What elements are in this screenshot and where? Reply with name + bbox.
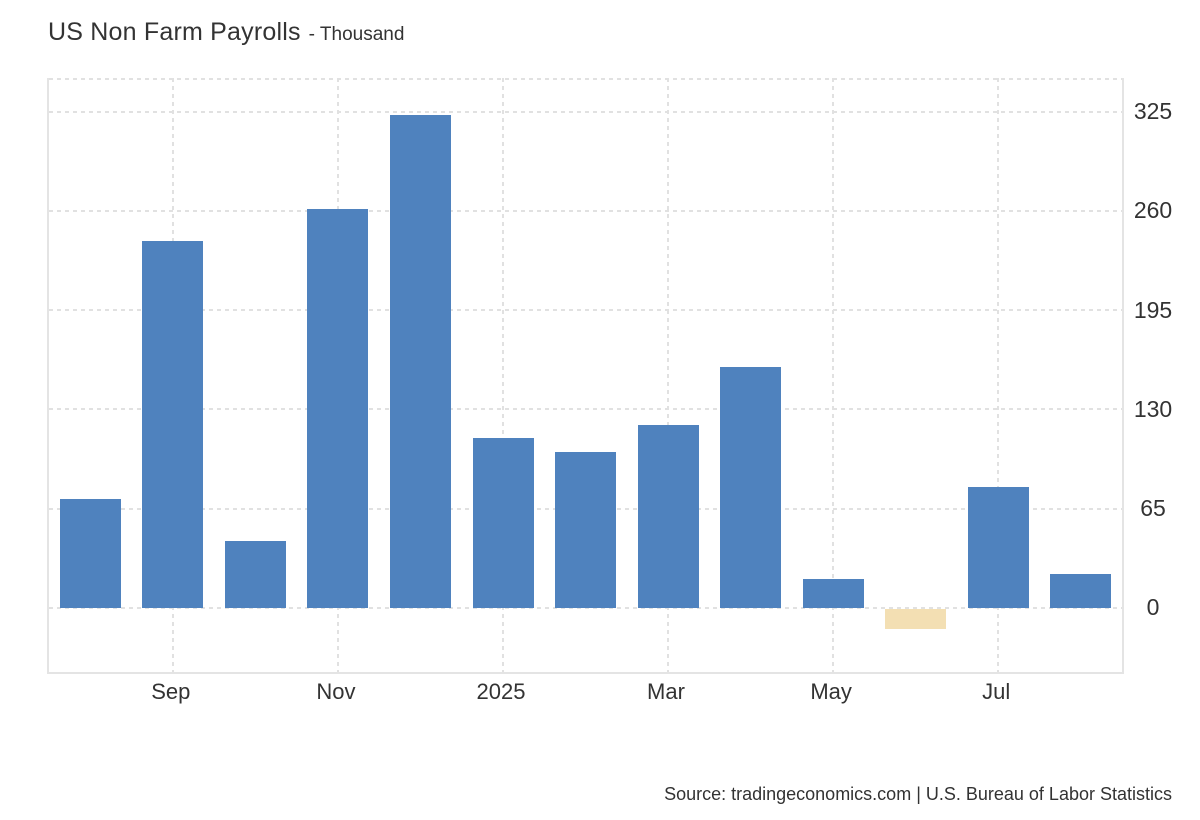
source-attribution: Source: tradingeconomics.com | U.S. Bure… [664,784,1172,804]
bar-jun-2025 [885,609,947,630]
chart-title: US Non Farm Payrolls [48,18,301,46]
x-tick-label-jul: Jul [982,679,1011,704]
y-tick-label-195: 195 [1133,296,1173,323]
chart-header: US Non Farm Payrolls - Thousand [48,18,404,47]
bar-oct-2024 [224,540,286,608]
x-tick-label-sep: Sep [151,679,191,704]
x-tick-label-mar: Mar [647,679,685,704]
bar-apr-2025 [720,366,782,608]
bar-aug-2025 [1050,574,1112,608]
y-tick-label-65: 65 [1140,495,1166,522]
y-tick-label-0: 0 [1146,594,1160,621]
chart-subtitle: - Thousand [308,24,405,45]
gridline-x-mar [667,78,669,672]
gridline-y-0 [49,606,1122,609]
gridline-x-may [832,78,835,672]
y-tick-label-260: 260 [1133,197,1173,224]
bar-aug-2024 [59,499,121,608]
bar-may-2025 [802,578,864,608]
bar-jul-2025 [967,487,1029,608]
bar-mar-2025 [637,424,699,608]
gridline-y-195 [49,309,1122,312]
gridline-x-jul [997,78,1000,672]
plot-area [47,78,1124,674]
y-tick-label-130: 130 [1133,395,1173,422]
gridline-y-325 [49,110,1122,113]
gridline-top [49,78,1122,80]
bar-dec-2024 [389,114,451,608]
bar-jan-2025 [472,438,534,608]
x-tick-label-2025: 2025 [476,679,526,704]
y-tick-label-325: 325 [1133,98,1173,125]
x-tick-label-nov: Nov [316,679,356,704]
bar-nov-2024 [307,209,369,608]
gridline-y-260 [49,209,1122,212]
bar-sep-2024 [142,241,204,608]
gridline-x-2025 [502,78,504,672]
x-tick-label-may: May [810,679,852,704]
bar-feb-2025 [555,452,616,608]
gridline-y-130 [49,408,1122,411]
